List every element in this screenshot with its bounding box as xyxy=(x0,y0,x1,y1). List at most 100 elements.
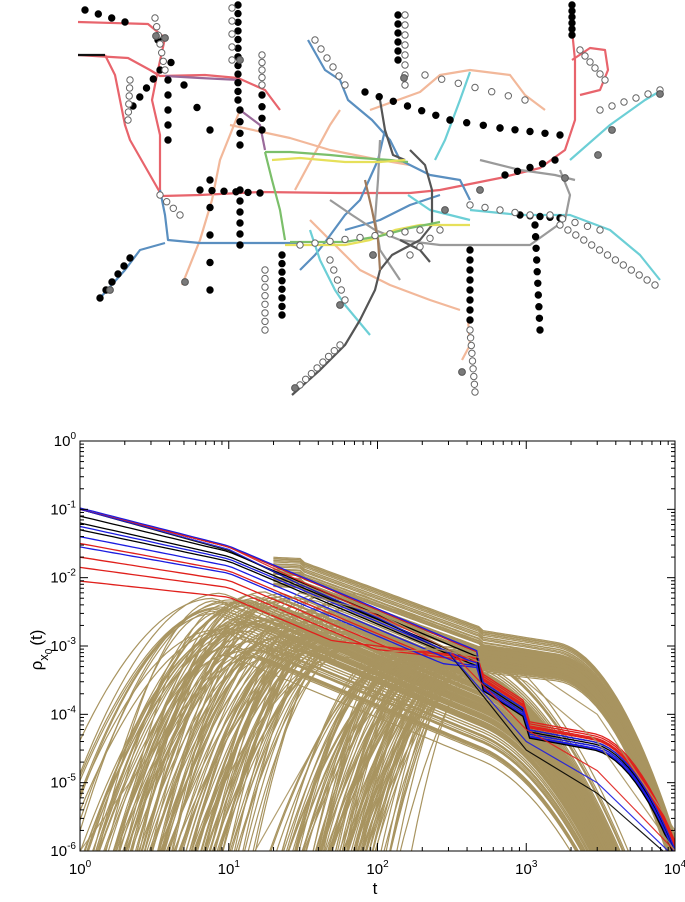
network-node xyxy=(258,114,266,123)
network-node xyxy=(108,14,116,22)
y-axis-title: ρx0 (t) xyxy=(27,630,55,671)
network-node xyxy=(416,243,424,251)
y-tick-label: 10-3 xyxy=(50,636,76,655)
network-node xyxy=(470,380,479,388)
network-node xyxy=(471,83,479,92)
transport-network-diagram xyxy=(77,1,664,396)
network-node xyxy=(333,276,342,284)
network-node xyxy=(466,316,474,324)
network-node xyxy=(236,219,244,227)
khaki-series-line xyxy=(320,660,668,851)
network-node xyxy=(476,186,484,194)
network-node xyxy=(501,171,509,179)
network-node xyxy=(432,111,440,120)
network-node xyxy=(256,189,264,197)
network-node xyxy=(470,372,478,381)
network-line-7 xyxy=(309,219,461,312)
network-node xyxy=(337,286,345,294)
network-node xyxy=(467,341,475,350)
network-node xyxy=(356,233,364,242)
network-node xyxy=(258,91,266,99)
network-node xyxy=(234,1,242,9)
y-tick-label: 10-4 xyxy=(50,704,76,723)
network-node xyxy=(603,251,612,259)
network-node xyxy=(608,126,616,134)
network-node xyxy=(551,156,559,164)
network-node xyxy=(446,116,454,124)
network-node xyxy=(234,9,242,18)
network-node xyxy=(206,286,214,294)
x-axis-title: t xyxy=(373,879,378,898)
chart-curves xyxy=(80,507,675,851)
y-axis-title-t: (t) xyxy=(27,630,46,646)
network-line-4 xyxy=(369,68,546,112)
network-node xyxy=(164,136,172,144)
network-line-29 xyxy=(271,156,406,164)
network-node xyxy=(591,64,599,72)
network-node xyxy=(651,281,659,289)
network-node xyxy=(488,88,496,96)
network-node xyxy=(152,32,160,40)
network-node xyxy=(161,34,169,42)
network-node xyxy=(466,296,474,304)
network-node xyxy=(375,93,383,101)
network-node xyxy=(471,388,479,396)
network-node xyxy=(156,191,164,199)
network-node xyxy=(394,56,402,64)
khaki-series-group-band xyxy=(273,556,675,851)
network-node xyxy=(466,286,474,294)
y-tick-labels: 100 10-1 10-2 10-3 10-4 10-5 10-6 xyxy=(50,431,76,860)
network-node xyxy=(394,20,402,28)
network-line-3 xyxy=(571,46,610,97)
network-node xyxy=(595,246,604,254)
representative-series-line-4 xyxy=(254,648,675,851)
network-node xyxy=(208,186,216,195)
network-node xyxy=(236,208,244,216)
svg-text:ρx0(t): ρx0 (t) xyxy=(27,630,55,671)
network-node xyxy=(326,237,334,246)
network-node xyxy=(258,51,266,59)
representative-series-line-1 xyxy=(80,508,675,851)
khaki-series-line xyxy=(273,565,675,845)
y-tick-label: 10-5 xyxy=(50,773,76,792)
network-node xyxy=(341,235,349,244)
khaki-series-line xyxy=(273,558,675,839)
dominant-series-line-10 xyxy=(80,546,674,851)
network-line-24 xyxy=(378,99,406,162)
khaki-series-line xyxy=(336,660,669,851)
network-line-33 xyxy=(239,109,267,151)
x-tick-label: 101 xyxy=(218,859,241,878)
network-node xyxy=(261,274,269,283)
x-tick-label: 103 xyxy=(515,859,538,878)
network-node xyxy=(261,283,269,291)
dominant-series-line-7 xyxy=(80,566,675,848)
network-node xyxy=(568,31,576,39)
network-node xyxy=(167,58,175,67)
network-node xyxy=(401,21,409,29)
network-node xyxy=(479,121,487,130)
network-line-15 xyxy=(469,208,661,281)
network-node xyxy=(236,197,244,205)
khaki-series-line xyxy=(273,569,675,849)
network-node xyxy=(436,226,444,234)
network-node xyxy=(236,141,244,149)
network-node xyxy=(261,309,269,317)
network-node xyxy=(361,88,369,96)
network-node xyxy=(406,251,414,259)
network-node xyxy=(441,206,449,214)
network-node xyxy=(596,226,604,234)
khaki-series-line xyxy=(304,661,668,851)
network-line-32 xyxy=(164,74,241,82)
network-node xyxy=(394,47,402,55)
network-node xyxy=(394,11,402,19)
network-node xyxy=(536,326,544,334)
network-node xyxy=(278,251,286,259)
dominant-series-line-9 xyxy=(80,536,675,851)
dominant-series-line-6 xyxy=(80,580,675,842)
network-node xyxy=(258,126,266,134)
network-line-5 xyxy=(294,109,341,191)
network-node xyxy=(504,92,512,100)
network-node xyxy=(120,262,128,270)
network-node xyxy=(161,66,169,74)
network-node xyxy=(319,358,327,366)
